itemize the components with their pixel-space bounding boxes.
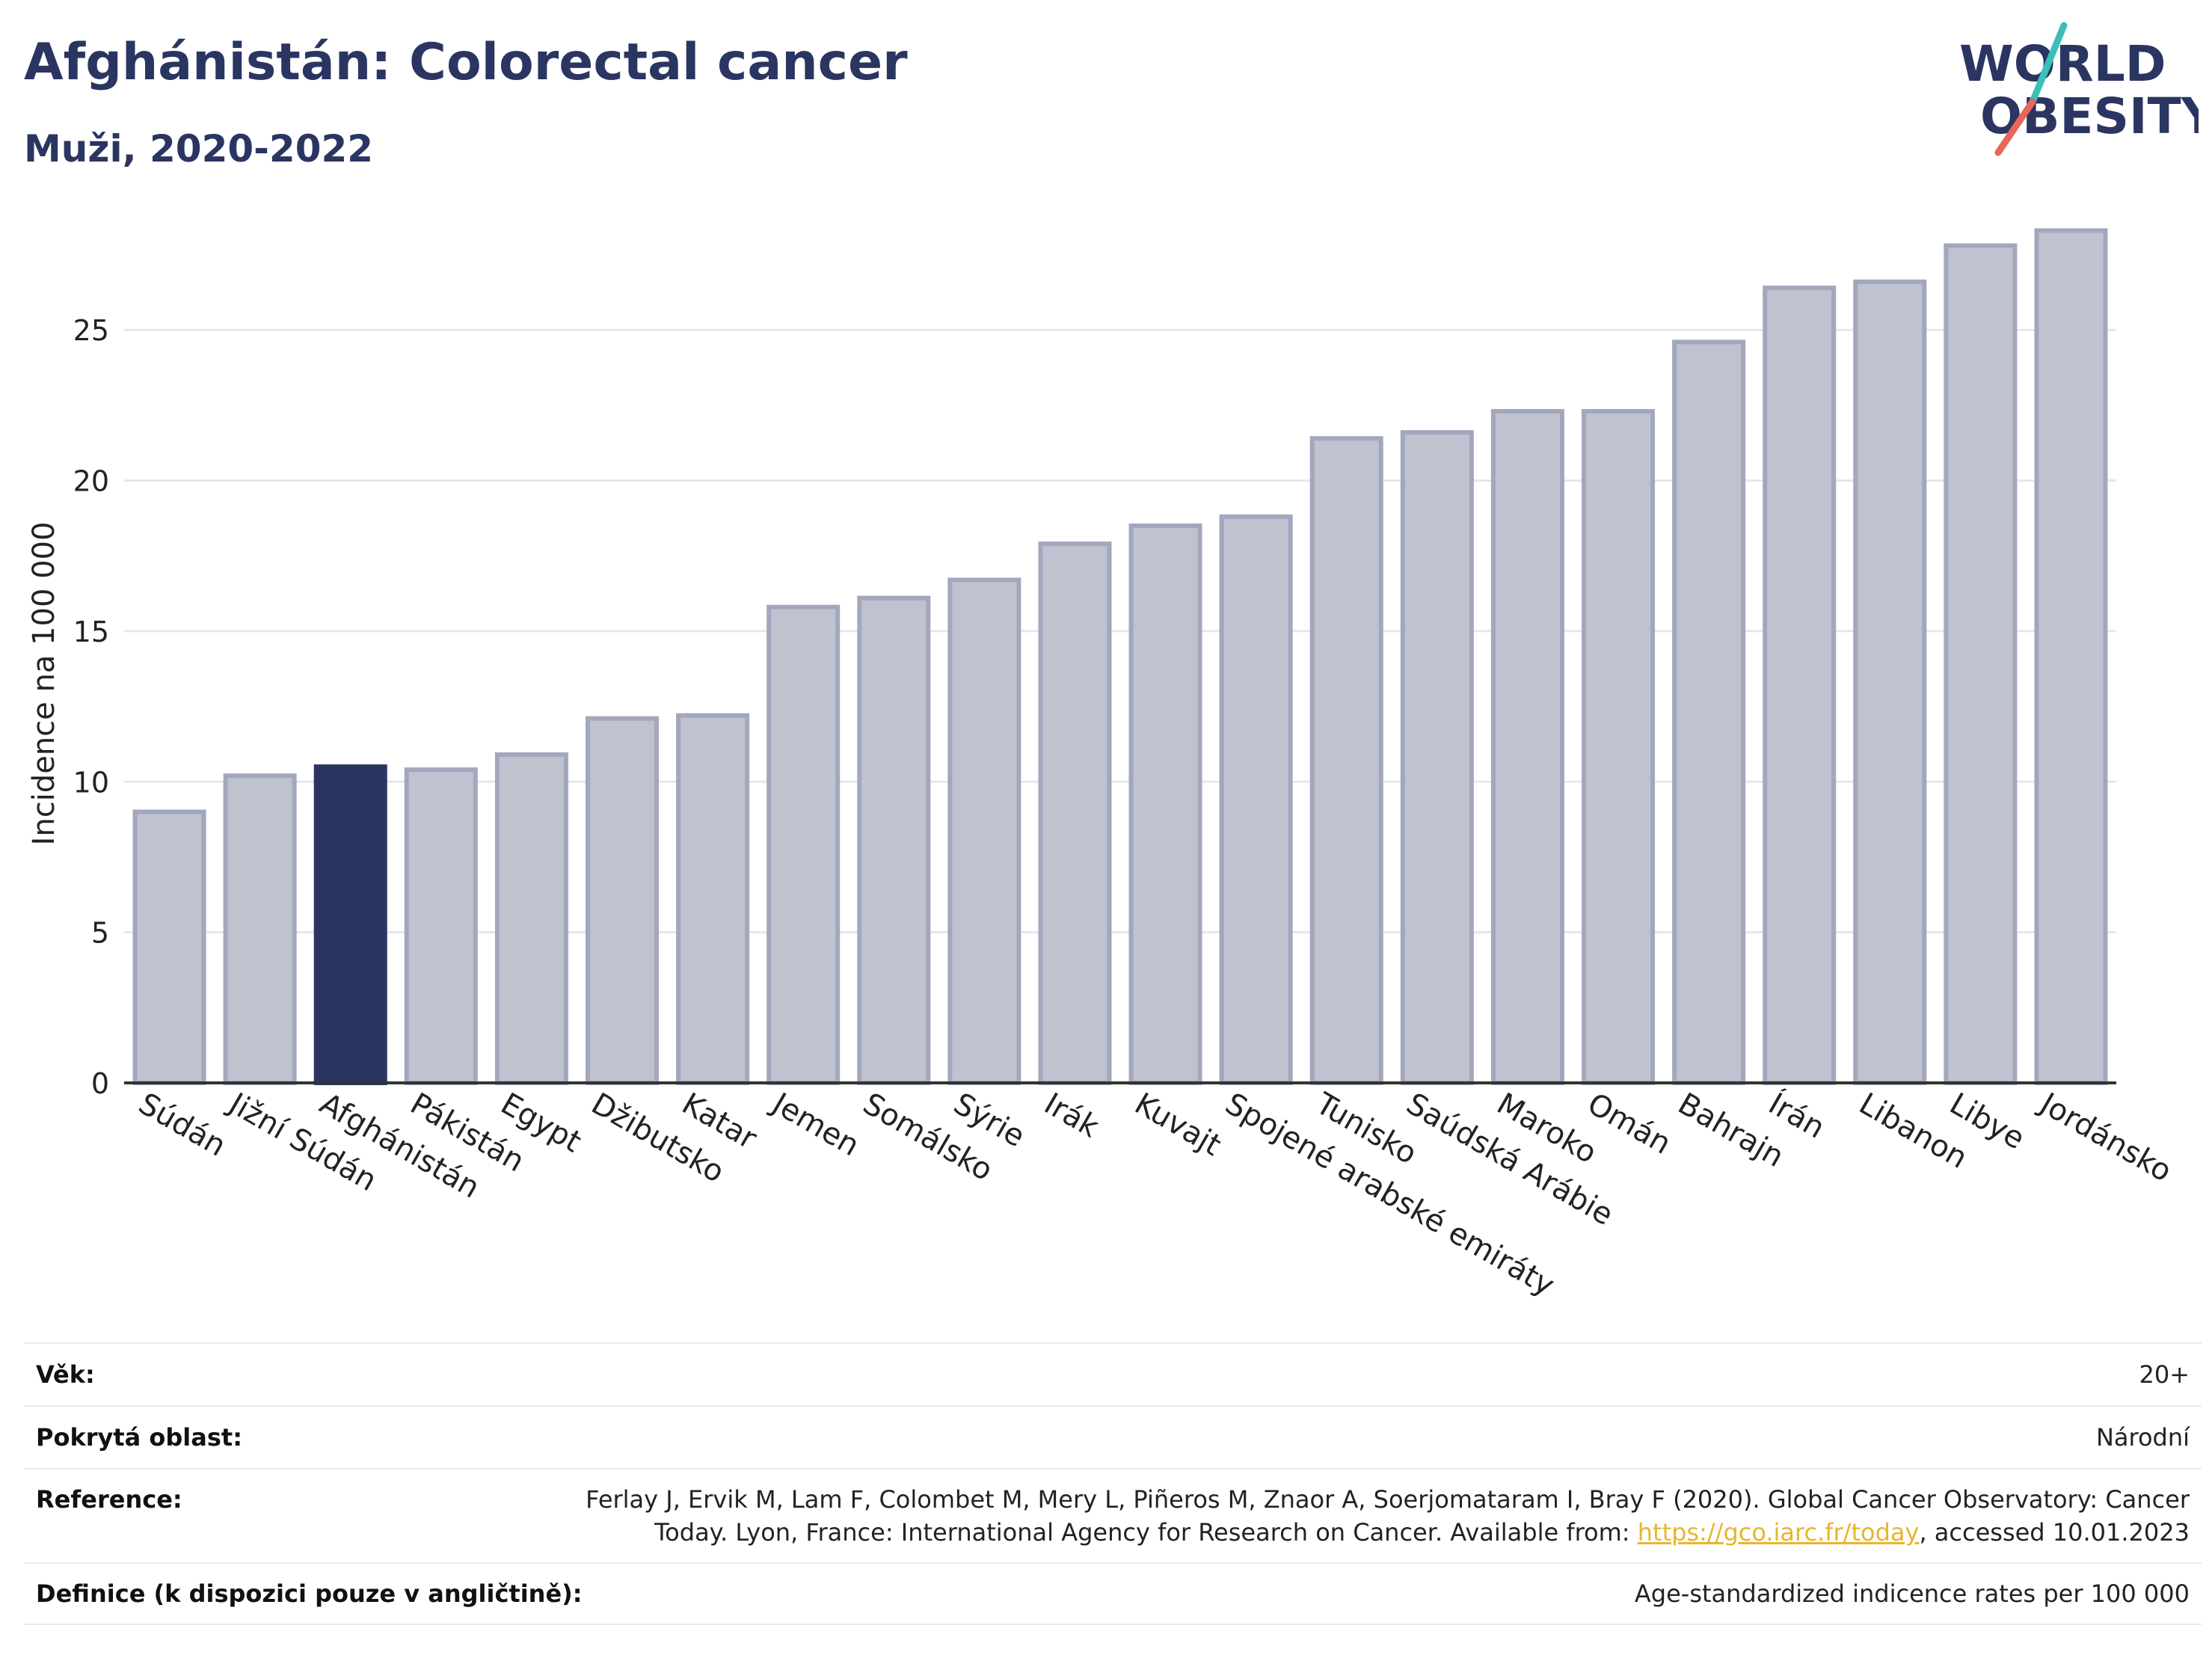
bar xyxy=(2034,228,2108,1085)
logo-slash-teal xyxy=(2029,22,2068,105)
reference-link[interactable]: https://gco.iarc.fr/today xyxy=(1637,1518,1920,1547)
bar xyxy=(1853,279,1927,1085)
meta-value-coverage: Národní xyxy=(2095,1423,2190,1452)
metadata-table: Věk: 20+ Pokrytá oblast: Národní Referen… xyxy=(24,1342,2202,1625)
logo-slash-red xyxy=(1994,98,2036,156)
x-tick-label: Jordánsko xyxy=(2033,1085,2178,1189)
bar xyxy=(857,595,931,1085)
bar xyxy=(766,604,841,1085)
bar xyxy=(1672,340,1746,1086)
reference-text-line2: Today. Lyon, France: International Agenc… xyxy=(654,1518,1638,1547)
y-tick-label: 0 xyxy=(91,1067,109,1100)
bar xyxy=(1219,514,1293,1086)
meta-row-definition: Definice (k dispozici pouze v angličtině… xyxy=(24,1562,2202,1625)
logo-word-world: WORLD xyxy=(1959,35,2166,93)
reference-text-accessed: , accessed 10.01.2023 xyxy=(1919,1518,2190,1547)
meta-label-age: Věk: xyxy=(36,1360,95,1389)
bar xyxy=(1763,285,1837,1085)
bar xyxy=(585,716,660,1085)
bar xyxy=(494,752,568,1085)
bar xyxy=(1490,408,1564,1086)
bar xyxy=(1944,243,2018,1085)
bar xyxy=(676,713,750,1085)
bar xyxy=(1038,541,1112,1085)
y-tick-label: 25 xyxy=(73,314,109,347)
bar-highlighted xyxy=(313,764,387,1085)
x-tick-label: Súdán xyxy=(133,1087,232,1164)
meta-label-coverage: Pokrytá oblast: xyxy=(36,1423,242,1452)
bar xyxy=(1309,436,1383,1086)
bar xyxy=(223,773,297,1085)
y-tick-label: 5 xyxy=(91,917,109,950)
bar xyxy=(132,809,206,1085)
y-tick-label: 10 xyxy=(73,766,109,799)
meta-value-definition: Age-standardized indicence rates per 100… xyxy=(1634,1579,2190,1608)
bar xyxy=(947,577,1021,1085)
logo-word-obesity: OBESITY xyxy=(1980,87,2199,145)
meta-label-definition: Definice (k dispozici pouze v angličtině… xyxy=(36,1579,583,1608)
y-tick-label: 20 xyxy=(73,465,109,498)
meta-value-reference: Ferlay J, Ervik M, Lam F, Colombet M, Me… xyxy=(586,1483,2190,1549)
meta-row-age: Věk: 20+ xyxy=(24,1342,2202,1405)
x-tick-label: Irák xyxy=(1038,1087,1105,1145)
meta-row-reference: Reference: Ferlay J, Ervik M, Lam F, Col… xyxy=(24,1468,2202,1562)
bar xyxy=(404,767,478,1086)
x-tick-label: Jemen xyxy=(765,1085,865,1163)
meta-row-coverage: Pokrytá oblast: Národní xyxy=(24,1405,2202,1468)
chart-subtitle: Muži, 2020-2022 xyxy=(24,127,374,171)
chart-title: Afghánistán: Colorectal cancer xyxy=(24,33,908,92)
bar xyxy=(1581,408,1656,1086)
bar xyxy=(1128,523,1202,1086)
y-axis-label: Incidence na 100 000 xyxy=(27,522,61,846)
world-obesity-logo: WORLD OBESITY xyxy=(1959,22,2199,156)
bar xyxy=(1400,430,1474,1085)
meta-value-age: 20+ xyxy=(2139,1360,2190,1389)
reference-text-line1: Ferlay J, Ervik M, Lam F, Colombet M, Me… xyxy=(586,1485,2190,1514)
meta-label-reference: Reference: xyxy=(36,1485,182,1514)
y-tick-label: 15 xyxy=(73,615,109,648)
x-tick-label: Kuvajt xyxy=(1129,1087,1227,1163)
